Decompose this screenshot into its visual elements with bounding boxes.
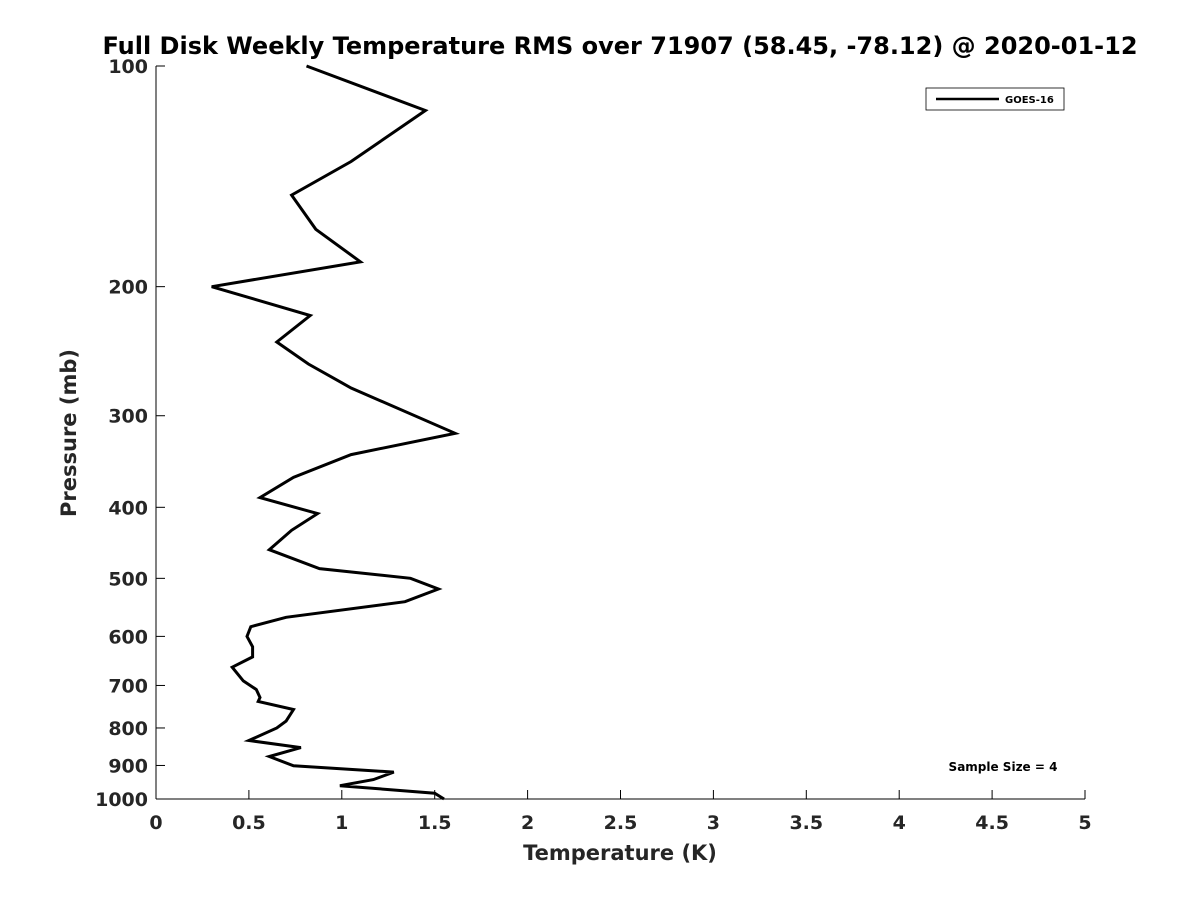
y-tick-label: 700 xyxy=(108,675,148,697)
x-tick-label: 0 xyxy=(149,812,162,834)
y-tick-label: 200 xyxy=(108,277,148,299)
x-tick-label: 5 xyxy=(1078,812,1091,834)
plot-area xyxy=(156,66,1085,799)
x-tick-label: 1.5 xyxy=(418,812,452,834)
sample-size-annotation: Sample Size = 4 xyxy=(949,760,1058,774)
x-tick-label: 4.5 xyxy=(975,812,1009,834)
y-tick-label: 300 xyxy=(108,406,148,428)
y-tick-label: 600 xyxy=(108,626,148,648)
x-tick-label: 3 xyxy=(707,812,720,834)
x-tick-label: 1 xyxy=(335,812,348,834)
x-axis-label: Temperature (K) xyxy=(523,841,717,865)
y-tick-label: 800 xyxy=(108,718,148,740)
legend: GOES-16 xyxy=(925,87,1065,111)
series-layer xyxy=(211,64,461,801)
y-tick-label: 500 xyxy=(108,568,148,590)
y-tick-label: 900 xyxy=(108,755,148,777)
x-tick-label: 2.5 xyxy=(604,812,638,834)
x-tick-label: 4 xyxy=(893,812,906,834)
series-line-goes-16 xyxy=(211,64,461,801)
axes: 0 0.5 1 1.5 2 2.5 3 3.5 4 4.5 5 100 200 300 400 500 600 7… xyxy=(95,56,1092,834)
x-tick-label: 0.5 xyxy=(232,812,266,834)
y-tick-label: 400 xyxy=(108,497,148,519)
y-axis-label: Pressure (mb) xyxy=(57,349,81,517)
y-tick-label: 100 xyxy=(108,56,148,78)
x-tick-label: 3.5 xyxy=(789,812,823,834)
y-tick-label: 1000 xyxy=(95,789,148,811)
legend-entry-goes-16: GOES-16 xyxy=(1005,95,1054,106)
x-tick-label: 2 xyxy=(521,812,534,834)
chart-title: Full Disk Weekly Temperature RMS over 71… xyxy=(102,32,1137,60)
